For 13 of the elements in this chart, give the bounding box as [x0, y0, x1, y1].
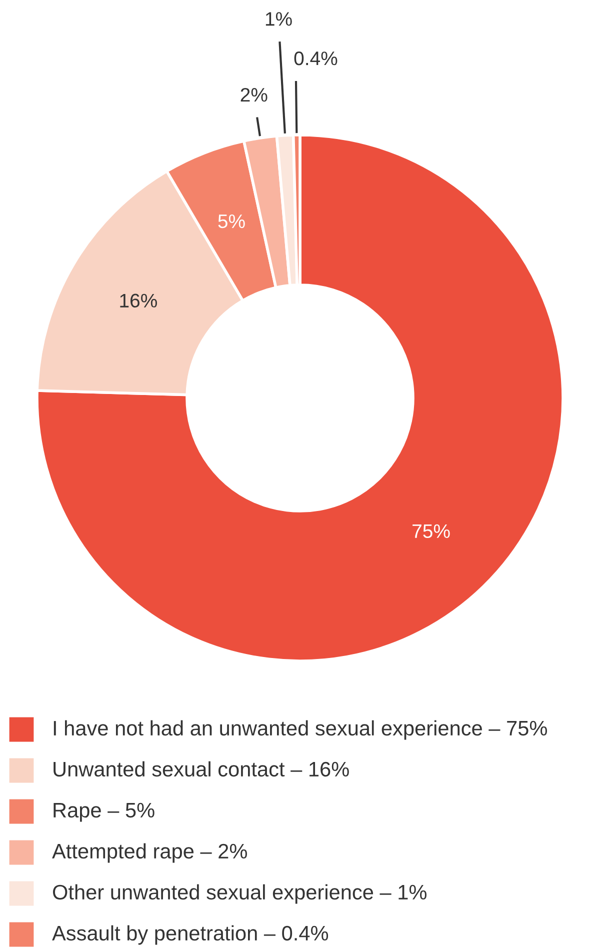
data-label: 1%	[266, 12, 292, 26]
legend-label: Other unwanted sexual experience – 1%	[52, 884, 426, 904]
data-label: 16%	[120, 294, 157, 308]
legend-label: Assault by penetration – 0.4%	[52, 925, 328, 945]
legend-label: Attempted rape – 2%	[52, 843, 247, 863]
donut-slice	[36, 134, 564, 662]
legend-label: I have not had an unwanted sexual experience – 75%	[54, 720, 547, 740]
data-label: 75%	[412, 524, 450, 538]
legend-label: Rape – 5%	[54, 802, 154, 822]
data-label: 2%	[240, 88, 268, 102]
data-label: 5%	[218, 214, 245, 228]
data-label: 0.4%	[294, 51, 338, 66]
legend-label: Unwanted sexual contact – 16%	[54, 761, 349, 777]
